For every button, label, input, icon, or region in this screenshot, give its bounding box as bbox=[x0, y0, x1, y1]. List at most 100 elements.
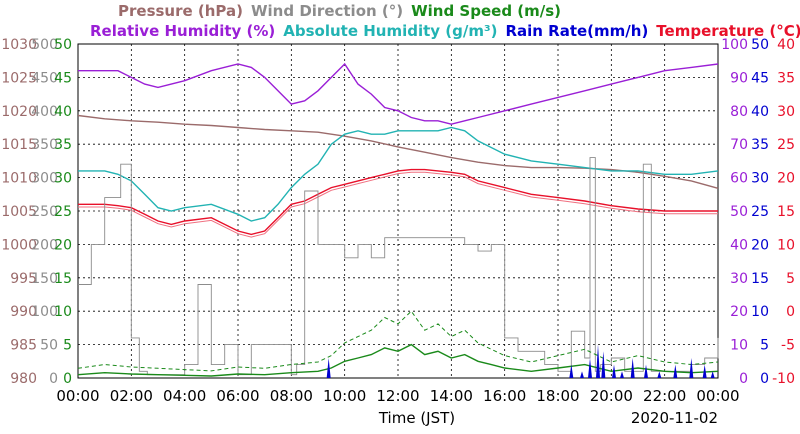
x-tick-label: 20:00 bbox=[590, 387, 633, 405]
wind_direction-tick-label: 450 bbox=[31, 70, 58, 86]
rain_rate-tick-label: 45 bbox=[751, 70, 769, 86]
temperature-tick-label: 5 bbox=[786, 271, 795, 287]
pressure-tick-label: 1005 bbox=[1, 204, 37, 220]
legend-entry: Pressure (hPa) bbox=[118, 2, 243, 20]
rain_rate-tick-label: 25 bbox=[751, 204, 769, 220]
rain-rate-mark bbox=[596, 344, 600, 378]
temperature-tick-label: 10 bbox=[777, 237, 795, 253]
wind_speed-tick-label: 0 bbox=[63, 371, 72, 387]
rain-rate-mark bbox=[710, 371, 715, 378]
temperature-tick-label: 35 bbox=[777, 70, 795, 86]
rain_rate-tick-label: 35 bbox=[751, 137, 769, 153]
wind_direction-tick-label: 350 bbox=[31, 137, 58, 153]
x-tick-label: 00:00 bbox=[56, 387, 99, 405]
wind_speed-tick-label: 45 bbox=[54, 70, 72, 86]
wind_direction-tick-label: 50 bbox=[40, 338, 58, 354]
rain_rate-tick-label: 20 bbox=[751, 237, 769, 253]
humidity-tick-label: 20 bbox=[730, 304, 748, 320]
rain-rate-mark bbox=[569, 364, 574, 378]
x-tick-label: 02:00 bbox=[110, 387, 153, 405]
temperature-tick-label: 20 bbox=[777, 171, 795, 187]
rain-rate-mark bbox=[644, 364, 648, 378]
humidity-series-line bbox=[78, 126, 719, 222]
legend-entry: Relative Humidity (%) bbox=[90, 22, 275, 40]
wind_speed-tick-label: 50 bbox=[54, 37, 72, 53]
wind_direction-tick-label: 250 bbox=[31, 204, 58, 220]
x-tick-label: 06:00 bbox=[216, 387, 259, 405]
rain-rate-mark bbox=[657, 371, 662, 378]
pressure-series-line bbox=[77, 114, 719, 189]
legend-entry: Absolute Humidity (g/m³) bbox=[283, 22, 497, 40]
temperature-tick-label: -5 bbox=[781, 338, 795, 354]
wind_speed-tick-label: 30 bbox=[54, 171, 72, 187]
wind_speed-tick-label: 20 bbox=[54, 237, 72, 253]
wind_direction-tick-label: 100 bbox=[31, 304, 58, 320]
x-tick-label: 18:00 bbox=[536, 387, 579, 405]
rain_rate-tick-label: 30 bbox=[751, 171, 769, 187]
series-layer bbox=[77, 62, 719, 378]
rain-rate-mark bbox=[673, 364, 678, 378]
rain_rate-tick-label: 15 bbox=[751, 271, 769, 287]
wind_direction-tick-label: 0 bbox=[49, 371, 58, 387]
x-tick-label: 04:00 bbox=[163, 387, 206, 405]
wind_speed-tick-label: 35 bbox=[54, 137, 72, 153]
temperature-tick-label: 0 bbox=[786, 304, 795, 320]
humidity-tick-label: 40 bbox=[730, 237, 748, 253]
pressure-tick-label: 1000 bbox=[1, 237, 37, 253]
legend: Pressure (hPa) Wind Direction (°) Wind Spe… bbox=[90, 2, 800, 40]
wind_speed-tick-label: 15 bbox=[54, 271, 72, 287]
legend-entry: Wind Direction (°) bbox=[251, 2, 403, 20]
humidity-tick-label: 60 bbox=[730, 171, 748, 187]
temperature-tick-label: -10 bbox=[772, 371, 795, 387]
axes: 00:00 02:00 04:00 06:00 08:00 10:00 12:00 14:00… bbox=[1, 37, 795, 405]
temperature-tick-label: 25 bbox=[777, 137, 795, 153]
rain-rate-mark bbox=[620, 371, 624, 378]
rain_rate-tick-label: 0 bbox=[760, 371, 769, 387]
x-tick-label: 12:00 bbox=[376, 387, 419, 405]
pressure-tick-label: 990 bbox=[10, 304, 37, 320]
temperature-series-line bbox=[78, 168, 718, 236]
grid bbox=[77, 43, 719, 379]
humidity-tick-label: 30 bbox=[730, 271, 748, 287]
humidity-tick-label: 50 bbox=[730, 204, 748, 220]
legend-entry: Rain Rate(mm/h) bbox=[505, 22, 648, 40]
humidity-series-line bbox=[78, 62, 719, 125]
wind_speed-tick-label: 40 bbox=[54, 104, 72, 120]
temperature-secondary-line bbox=[78, 171, 718, 238]
humidity-tick-label: 100 bbox=[721, 37, 748, 53]
rain-rate-mark bbox=[702, 364, 707, 378]
rain-rate-mark bbox=[580, 371, 584, 378]
rain_rate-tick-label: 50 bbox=[751, 37, 769, 53]
wind_direction-tick-label: 400 bbox=[31, 104, 58, 120]
wind_direction-tick-label: 150 bbox=[31, 271, 58, 287]
rain-rate-mark bbox=[689, 357, 694, 378]
humidity-tick-label: 80 bbox=[730, 104, 748, 120]
pressure-tick-label: 1025 bbox=[1, 70, 37, 86]
wind_speed-series-line bbox=[77, 343, 719, 377]
rain-rate-mark bbox=[601, 351, 606, 378]
rain_rate-tick-label: 10 bbox=[751, 304, 769, 320]
pressure-tick-label: 995 bbox=[10, 271, 37, 287]
rain-rate-mark bbox=[326, 357, 331, 378]
x-tick-label: 00:00 bbox=[696, 387, 739, 405]
pressure-tick-label: 985 bbox=[10, 338, 37, 354]
temperature-tick-label: 15 bbox=[777, 204, 795, 220]
temperature-tick-label: 40 bbox=[777, 37, 795, 53]
humidity-tick-label: 70 bbox=[730, 137, 748, 153]
x-tick-label: 14:00 bbox=[430, 387, 473, 405]
rain_rate-tick-label: 40 bbox=[751, 104, 769, 120]
rain-rate-mark bbox=[630, 357, 635, 378]
rain-rate-mark bbox=[612, 364, 616, 378]
wind_direction-tick-label: 200 bbox=[31, 237, 58, 253]
humidity-tick-label: 90 bbox=[730, 70, 748, 86]
wind_speed-tick-label: 5 bbox=[63, 338, 72, 354]
rain_rate-tick-label: 5 bbox=[760, 338, 769, 354]
pressure-tick-label: 1030 bbox=[1, 37, 37, 53]
wind_speed-tick-label: 10 bbox=[54, 304, 72, 320]
wind_direction-tick-label: 500 bbox=[31, 37, 58, 53]
x-tick-label: 10:00 bbox=[323, 387, 366, 405]
pressure-tick-label: 980 bbox=[10, 371, 37, 387]
x-axis-label: Time (JST) bbox=[378, 409, 455, 427]
wind_direction-tick-label: 300 bbox=[31, 171, 58, 187]
